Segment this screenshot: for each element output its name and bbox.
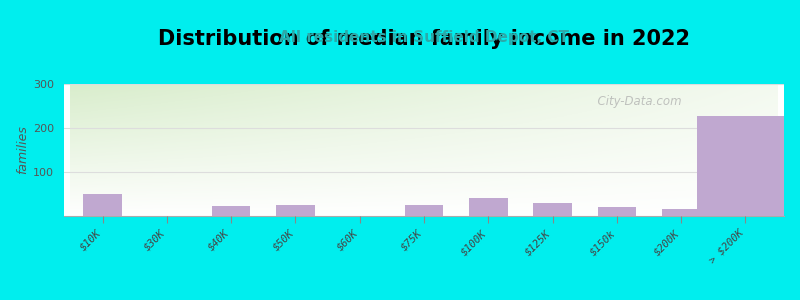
Bar	[276, 205, 314, 216]
Text: City-Data.com: City-Data.com	[590, 94, 682, 108]
Bar	[662, 209, 701, 216]
Text: All residents in Suffield Depot, CT: All residents in Suffield Depot, CT	[279, 30, 569, 45]
Bar	[598, 207, 636, 216]
Bar	[469, 197, 507, 216]
Bar	[212, 206, 250, 216]
Bar	[534, 203, 572, 216]
Y-axis label: families: families	[16, 126, 29, 174]
Bar	[405, 205, 443, 216]
Bar	[83, 194, 122, 216]
Title: Distribution of median family income in 2022: Distribution of median family income in …	[158, 29, 690, 49]
Bar	[698, 116, 794, 216]
